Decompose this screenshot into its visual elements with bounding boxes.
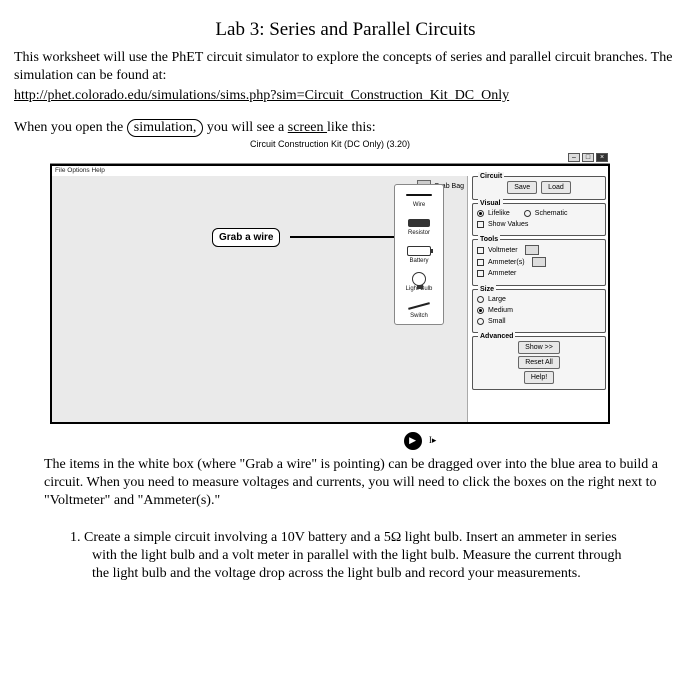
step-icon[interactable]: I▸ (429, 435, 437, 445)
panel-title: Visual (478, 199, 503, 208)
screen-callout: screen (288, 120, 327, 135)
help-button[interactable]: Help! (524, 371, 554, 384)
part-bulb[interactable]: Light Bulb (397, 272, 441, 294)
label: Lifelike (488, 209, 510, 218)
part-label: Resistor (408, 230, 430, 238)
part-resistor[interactable]: Resistor (397, 216, 441, 238)
save-button[interactable]: Save (507, 181, 537, 194)
txt: you will see a (203, 120, 287, 135)
radio-schematic[interactable] (524, 210, 531, 217)
page-title: Lab 3: Series and Parallel Circuits (14, 18, 677, 43)
menu-bar[interactable]: File Options Help (52, 166, 108, 176)
callout-line (290, 236, 398, 238)
check-ammeter[interactable] (477, 270, 484, 277)
label: Small (488, 317, 506, 326)
panel-advanced: Advanced Show >> Reset All Help! (472, 336, 606, 390)
q1-num: 1. (70, 530, 84, 545)
simulation-callout: simulation, (127, 119, 204, 137)
check-ammeters[interactable] (477, 259, 484, 266)
resistor-icon (408, 219, 430, 227)
q1-text: Create a simple circuit involving a 10V … (84, 530, 622, 581)
radio-small[interactable] (477, 318, 484, 325)
part-label: Wire (413, 202, 425, 210)
radio-medium[interactable] (477, 307, 484, 314)
close-icon[interactable]: × (596, 153, 608, 162)
reset-button[interactable]: Reset All (518, 356, 560, 369)
label: Voltmeter (488, 246, 518, 255)
radio-large[interactable] (477, 296, 484, 303)
sim-url-link[interactable]: http://phet.colorado.edu/simulations/sim… (14, 87, 509, 105)
panel-circuit: Circuit Save Load (472, 176, 606, 200)
instructions-text: The items in the white box (where "Grab … (44, 456, 673, 511)
check-show-values[interactable] (477, 221, 484, 228)
wire-icon (406, 194, 432, 196)
bulb-icon (412, 272, 426, 286)
window-titlebar: – □ × (50, 152, 610, 164)
parts-palette[interactable]: Wire Resistor Battery Light Bulb Switch (394, 184, 444, 325)
part-wire[interactable]: Wire (397, 188, 441, 210)
maximize-icon[interactable]: □ (582, 153, 594, 162)
label: Ammeter(s) (488, 258, 525, 267)
question-1: 1. Create a simple circuit involving a 1… (70, 529, 637, 584)
label: Medium (488, 306, 513, 315)
panel-title: Circuit (478, 172, 504, 181)
panel-tools: Tools Voltmeter Ammeter(s) Ammeter (472, 239, 606, 285)
part-label: Battery (409, 258, 428, 266)
simulation-screenshot: Circuit Construction Kit (DC Only) (3.20… (50, 139, 610, 450)
intro-text: This worksheet will use the PhET circuit… (14, 49, 677, 106)
panel-title: Size (478, 285, 496, 294)
play-button[interactable]: ▶ (404, 432, 422, 450)
part-label: Switch (410, 313, 428, 321)
check-voltmeter[interactable] (477, 247, 484, 254)
panel-title: Advanced (478, 332, 515, 341)
minimize-icon[interactable]: – (568, 153, 580, 162)
panel-title: Tools (478, 235, 500, 244)
txt: When you open the (14, 120, 127, 135)
play-controls: ▶ I▸ (230, 430, 610, 450)
side-panels: Circuit Save Load Visual Lifelike Schema… (472, 176, 606, 390)
txt: like this: (327, 120, 376, 135)
part-battery[interactable]: Battery (397, 244, 441, 266)
label: Ammeter (488, 269, 516, 278)
when-open-line: When you open the simulation, you will s… (14, 119, 677, 137)
show-button[interactable]: Show >> (518, 341, 560, 354)
simulation-frame: File Options Help Grab Bag Grab a wire W… (50, 164, 610, 424)
label: Schematic (535, 209, 568, 218)
ammeter-icon (532, 257, 546, 267)
label: Large (488, 295, 506, 304)
part-switch[interactable]: Switch (397, 299, 441, 321)
load-button[interactable]: Load (541, 181, 571, 194)
label: Show Values (488, 220, 528, 229)
window-caption: Circuit Construction Kit (DC Only) (3.20… (50, 139, 610, 151)
panel-size: Size Large Medium Small (472, 289, 606, 333)
intro-line: This worksheet will use the PhET circuit… (14, 50, 672, 83)
voltmeter-icon (525, 245, 539, 255)
switch-icon (408, 302, 430, 310)
grab-a-wire-callout: Grab a wire (212, 228, 280, 247)
battery-icon (407, 246, 431, 256)
panel-visual: Visual Lifelike Schematic Show Values (472, 203, 606, 236)
radio-lifelike[interactable] (477, 210, 484, 217)
